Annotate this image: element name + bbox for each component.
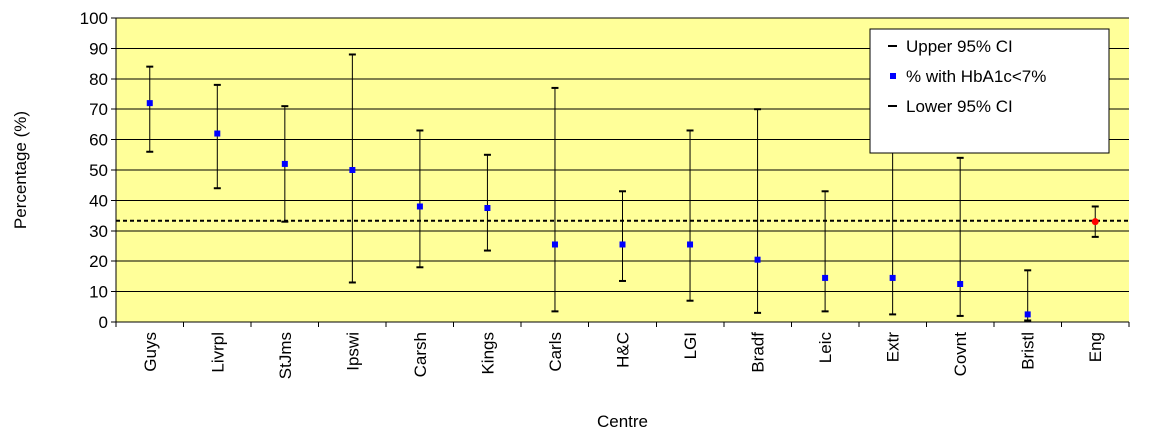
y-tick-label: 0 — [99, 313, 108, 332]
x-axis-ticks: Guys Livrpl StJms Ipswi Carsh Kings Carls H&C LG… — [115, 322, 1130, 379]
data-point — [484, 205, 491, 211]
x-tick-label: Leic — [816, 332, 835, 364]
y-tick-label: 100 — [80, 9, 108, 28]
data-point — [281, 160, 288, 167]
data-point — [889, 274, 896, 281]
x-tick-label: Guys — [141, 332, 160, 372]
data-point — [349, 167, 356, 173]
x-tick-label: Livrpl — [208, 332, 227, 373]
legend-label-lower-ci: Lower 95% CI — [906, 97, 1013, 116]
x-tick-label: Eng — [1086, 332, 1105, 362]
y-tick-label: 50 — [89, 161, 108, 180]
data-point — [1024, 311, 1031, 318]
legend: Upper 95% CI % with HbA1c<7% Lower 95% C… — [869, 28, 1110, 154]
data-point — [416, 203, 423, 210]
data-point — [146, 100, 153, 107]
data-point — [957, 281, 964, 287]
x-tick-label: Covnt — [951, 332, 970, 377]
data-point — [687, 241, 694, 248]
legend-marker-hba1c — [890, 73, 896, 79]
x-tick-label: StJms — [276, 332, 295, 379]
y-tick-label: 60 — [89, 131, 108, 150]
y-tick-label: 30 — [89, 222, 108, 241]
axes — [115, 18, 1129, 323]
x-tick-label: Carsh — [411, 332, 430, 377]
x-tick-label: Kings — [478, 332, 497, 375]
y-tick-label: 80 — [89, 70, 108, 89]
legend-box — [869, 28, 1110, 154]
data-point-highlight — [1091, 218, 1099, 226]
data-point — [822, 274, 829, 281]
data-point — [214, 130, 221, 137]
data-point — [619, 241, 626, 248]
y-tick-label: 90 — [89, 39, 108, 58]
y-axis-ticks: 0 10 20 30 40 50 60 70 80 90 100 — [80, 9, 116, 332]
y-tick-label: 70 — [89, 100, 108, 119]
y-tick-label: 20 — [89, 252, 108, 271]
legend-label-upper-ci: Upper 95% CI — [906, 37, 1013, 56]
data-point — [551, 241, 558, 248]
x-tick-label: H&C — [614, 332, 633, 368]
data-points — [146, 100, 1099, 318]
x-axis-label: Centre — [597, 412, 648, 431]
y-axis-label: Percentage (%) — [11, 111, 30, 229]
x-tick-label: Carls — [546, 332, 565, 372]
x-tick-label: LGI — [681, 332, 700, 359]
legend-label-hba1c: % with HbA1c<7% — [906, 67, 1046, 86]
y-tick-label: 40 — [89, 191, 108, 210]
x-tick-label: Bristl — [1019, 332, 1038, 370]
x-tick-label: Ipswi — [343, 332, 362, 371]
data-point — [754, 256, 761, 263]
x-tick-label: Extr — [884, 332, 903, 363]
y-tick-label: 10 — [89, 283, 108, 302]
x-tick-label: Bradf — [749, 332, 768, 373]
